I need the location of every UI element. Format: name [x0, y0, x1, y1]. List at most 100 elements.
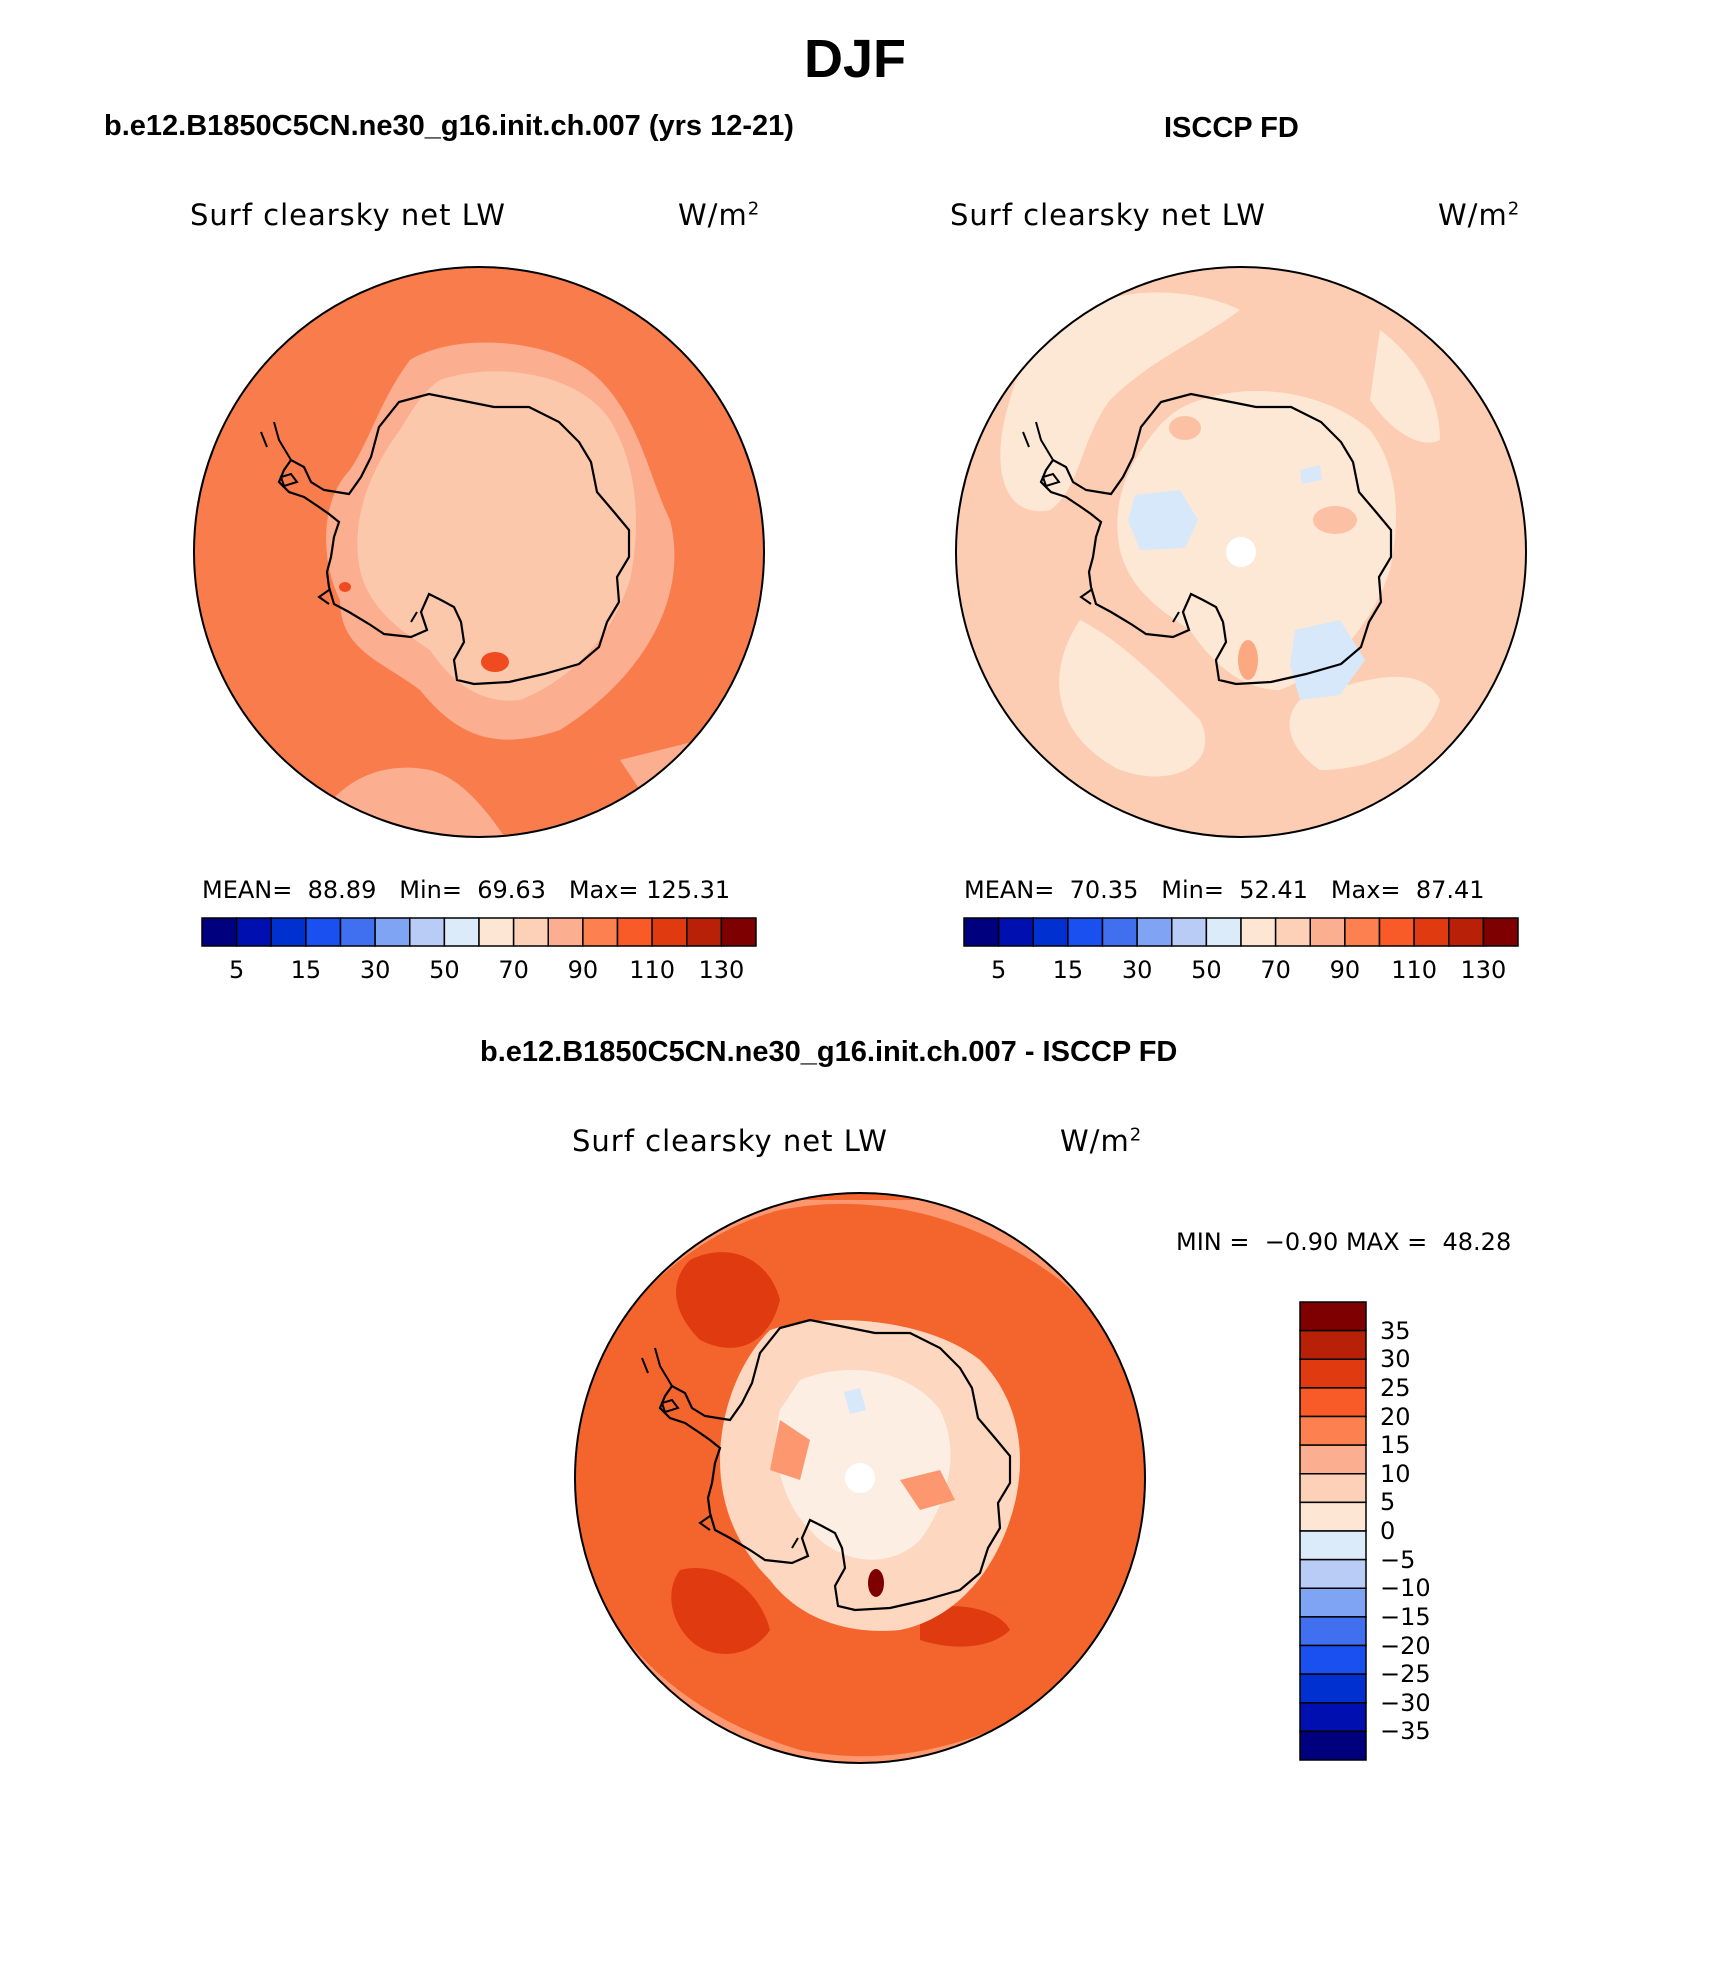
model-colorbar-box — [512, 917, 549, 947]
diff-units-label: W/m2 — [1060, 1124, 1143, 1158]
diff-max-spot — [868, 1569, 884, 1597]
model-case-title: b.e12.B1850C5CN.ne30_g16.init.ch.007 (yr… — [104, 110, 794, 142]
obs-colorbar-box — [1032, 917, 1069, 947]
obs-colorbar-box — [1309, 917, 1346, 947]
model-max-label: Max= — [568, 876, 639, 904]
obs-blue-patch — [1128, 490, 1198, 550]
model-mean-label: MEAN= — [202, 876, 293, 904]
model-colorbar-tick-label: 50 — [429, 956, 460, 984]
obs-colorbar-box — [1413, 917, 1450, 947]
diff-colorbar-tick-label: 25 — [1380, 1373, 1411, 1402]
obs-colorbar-box — [1448, 917, 1485, 947]
obs-warm-patch — [1238, 640, 1258, 680]
diff-colorbar-tick-label: 10 — [1380, 1459, 1411, 1488]
model-colorbar-box — [547, 917, 584, 947]
model-hot-spot — [481, 652, 509, 672]
diff-interior-warm — [900, 1470, 955, 1510]
model-units-label: W/m2 — [678, 198, 761, 232]
diff-colorbar-box — [1299, 1558, 1367, 1589]
diff-colorbar-tick-label: −35 — [1380, 1717, 1431, 1746]
obs-colorbar-box — [1344, 917, 1381, 947]
diff-interior-warm — [770, 1420, 810, 1480]
diff-dark-patch — [920, 1606, 1010, 1647]
diff-colorbar-tick-label: 5 — [1380, 1488, 1396, 1517]
diff-outer-band — [575, 1560, 1145, 1763]
model-map-border — [193, 266, 765, 838]
diff-colorbar-tick-label: −20 — [1380, 1631, 1431, 1660]
obs-min-label: Min= — [1161, 876, 1224, 904]
model-land-field — [357, 371, 636, 701]
model-colorbar-box — [686, 917, 723, 947]
observation-title: ISCCP FD — [1164, 112, 1299, 144]
obs-light-region — [1000, 292, 1240, 512]
obs-variable-label: Surf clearsky net LW — [950, 198, 1266, 232]
obs-colorbar-tick-label: 70 — [1260, 956, 1291, 984]
diff-colorbar-tick-label: 0 — [1380, 1517, 1396, 1545]
model-min-label: Min= — [399, 876, 462, 904]
obs-continent-field — [1117, 391, 1396, 690]
diff-blue-patch — [844, 1388, 866, 1414]
obs-max-value: 87.41 — [1415, 876, 1485, 904]
model-colorbar-box — [720, 917, 757, 947]
obs-mean-value: 70.35 — [1069, 876, 1139, 904]
model-colorbar-tick-label: 130 — [698, 956, 745, 984]
diff-colorbar-tick-label: −25 — [1380, 1660, 1431, 1689]
difference-title: b.e12.B1850C5CN.ne30_g16.init.ch.007 - I… — [480, 1036, 1178, 1068]
obs-warm-patch — [1169, 416, 1201, 440]
obs-colorbar-box — [1136, 917, 1173, 947]
obs-colorbar-box — [997, 917, 1034, 947]
model-mean-value: 88.89 — [307, 876, 377, 904]
obs-min-value: 52.41 — [1239, 876, 1308, 904]
diff-variable-label: Surf clearsky net LW — [572, 1124, 888, 1158]
obs-units-label: W/m2 — [1438, 198, 1521, 232]
obs-map — [955, 266, 1527, 838]
diff-colorbar-box — [1299, 1387, 1367, 1418]
obs-colorbar-box — [1240, 917, 1277, 947]
obs-max-label: Max= — [1330, 876, 1401, 904]
obs-colorbar-box — [1482, 917, 1519, 947]
diff-colorbar-tick-label: −10 — [1380, 1574, 1431, 1603]
diff-colorbar-box — [1299, 1329, 1367, 1360]
diff-colorbar-tick-label: −30 — [1380, 1688, 1431, 1717]
model-colorbar-box — [374, 917, 411, 947]
obs-pole-gap — [1226, 537, 1256, 567]
diff-colorbar-box — [1299, 1444, 1367, 1475]
diff-max-label: MAX = — [1345, 1228, 1428, 1256]
diff-colorbar-box — [1299, 1415, 1367, 1446]
model-stats: MEAN= 88.89 Min= 69.63 Max= 125.31 — [202, 876, 730, 904]
diff-colorbar-tick-label: −15 — [1380, 1602, 1431, 1631]
obs-stats: MEAN= 70.35 Min= 52.41 Max= 87.41 — [964, 876, 1485, 904]
model-variable-label: Surf clearsky net LW — [190, 198, 506, 232]
model-colorbar-box — [409, 917, 446, 947]
obs-colorbar-tick-label: 15 — [1052, 956, 1084, 984]
obs-colorbar-box — [1274, 917, 1311, 947]
obs-colorbar-box — [1067, 917, 1104, 947]
obs-colorbar-box — [1171, 917, 1208, 947]
diff-colorbar-box — [1299, 1702, 1367, 1733]
model-colorbar-box — [478, 917, 515, 947]
diff-pole-gap — [845, 1463, 875, 1493]
model-colorbar-tick-label: 110 — [629, 956, 676, 984]
model-colorbar-tick-label: 70 — [498, 956, 529, 984]
model-colorbar-box — [339, 917, 376, 947]
diff-colorbar-tick-label: 30 — [1380, 1345, 1411, 1374]
model-colorbar-box — [616, 917, 653, 947]
diff-stats: MIN = −0.90 MAX = 48.28 — [1176, 1228, 1511, 1256]
obs-colorbar-tick-label: 90 — [1329, 956, 1361, 984]
model-max-value: 125.31 — [646, 876, 731, 904]
model-map — [193, 266, 765, 838]
diff-colorbar-box — [1299, 1673, 1367, 1704]
diff-colorbar-tick-label: 20 — [1380, 1402, 1411, 1431]
obs-blue-patch — [1290, 620, 1365, 700]
diff-colorbar-box — [1299, 1473, 1367, 1504]
obs-light-region — [1289, 676, 1440, 770]
obs-warm-patch — [1313, 506, 1357, 534]
diff-colorbar-box — [1299, 1501, 1367, 1532]
diff-map — [574, 1192, 1146, 1764]
obs-colorbar-tick-label: 110 — [1391, 956, 1438, 984]
obs-colorbar-box — [963, 917, 1000, 947]
diff-colorbar-box — [1299, 1730, 1367, 1761]
model-colorbar — [201, 917, 757, 947]
obs-mean-label: MEAN= — [964, 876, 1055, 904]
diff-colorbar-tick-label: −5 — [1380, 1545, 1416, 1574]
